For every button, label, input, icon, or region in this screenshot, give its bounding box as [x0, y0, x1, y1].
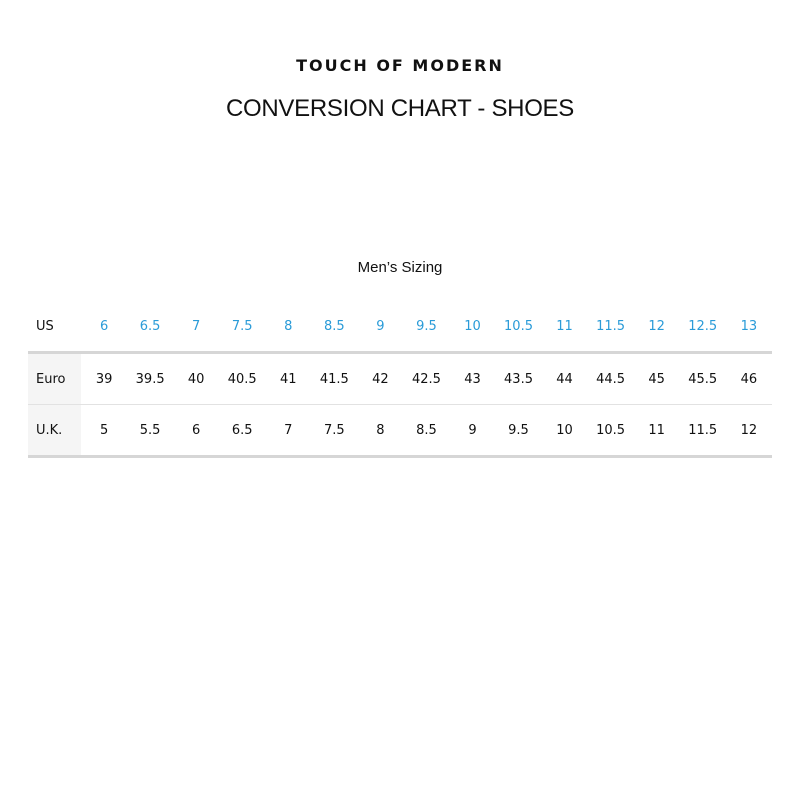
size-cell: 41 [265, 352, 312, 405]
size-cell: 46 [725, 352, 772, 405]
size-cell: 5.5 [127, 404, 174, 458]
row-label: Euro [28, 352, 82, 405]
table-row: US 6 6.5 7 7.5 8 8.5 9 9.5 10 10.5 11 11.5 12 12.5 13 [28, 301, 772, 354]
size-cell: 10.5 [495, 301, 542, 354]
size-cell: 9 [357, 301, 404, 354]
brand-logo[interactable]: TOUCH OF MODERN [296, 56, 504, 75]
size-cell: 10 [449, 301, 496, 354]
size-cell: 45 [633, 352, 680, 405]
size-cell: 41.5 [311, 352, 358, 405]
size-cell: 10 [541, 404, 588, 458]
size-cell: 40.5 [219, 352, 266, 405]
row-label: US [28, 301, 82, 354]
size-cell: 10.5 [587, 404, 634, 458]
size-cell: 9.5 [495, 404, 542, 458]
size-cell: 11 [633, 404, 680, 458]
size-cell: 8 [357, 404, 404, 458]
size-cell: 6 [81, 301, 128, 354]
size-cell: 7 [265, 404, 312, 458]
size-cell: 42.5 [403, 352, 450, 405]
size-cell: 7.5 [311, 404, 358, 458]
size-cell: 11.5 [587, 301, 634, 354]
size-cell: 43.5 [495, 352, 542, 405]
size-conversion-table: US 6 6.5 7 7.5 8 8.5 9 9.5 10 10.5 11 11.5 12 12.5 13 Eu… [28, 301, 772, 458]
row-label: U.K. [28, 404, 82, 458]
size-cell: 6.5 [127, 301, 174, 354]
size-cell: 45.5 [679, 352, 726, 405]
size-cell: 9 [449, 404, 496, 458]
size-cell: 8 [265, 301, 312, 354]
size-cell: 7.5 [219, 301, 266, 354]
size-cell: 12.5 [679, 301, 726, 354]
size-cell: 7 [173, 301, 220, 354]
size-cell: 43 [449, 352, 496, 405]
size-cell: 12 [633, 301, 680, 354]
size-cell: 6.5 [219, 404, 266, 458]
size-cell: 12 [725, 404, 772, 458]
size-cell: 8.5 [403, 404, 450, 458]
size-cell: 40 [173, 352, 220, 405]
size-cell: 8.5 [311, 301, 358, 354]
page-title: CONVERSION CHART - SHOES [226, 95, 574, 122]
table-row: U.K. 5 5.5 6 6.5 7 7.5 8 8.5 9 9.5 10 10.5 11 11.5 12 [28, 404, 772, 458]
size-cell: 6 [173, 404, 220, 458]
section-subtitle: Men’s Sizing [357, 259, 443, 276]
size-cell: 11 [541, 301, 588, 354]
size-cell: 5 [81, 404, 128, 458]
size-cell: 39 [81, 352, 128, 405]
size-cell: 39.5 [127, 352, 174, 405]
size-cell: 42 [357, 352, 404, 405]
table-row: Euro 39 39.5 40 40.5 41 41.5 42 42.5 43 43.5 44 44.5… [28, 352, 772, 405]
size-cell: 44 [541, 352, 588, 405]
size-cell: 9.5 [403, 301, 450, 354]
size-cell: 11.5 [679, 404, 726, 458]
size-cell: 44.5 [587, 352, 634, 405]
size-cell: 13 [725, 301, 772, 354]
